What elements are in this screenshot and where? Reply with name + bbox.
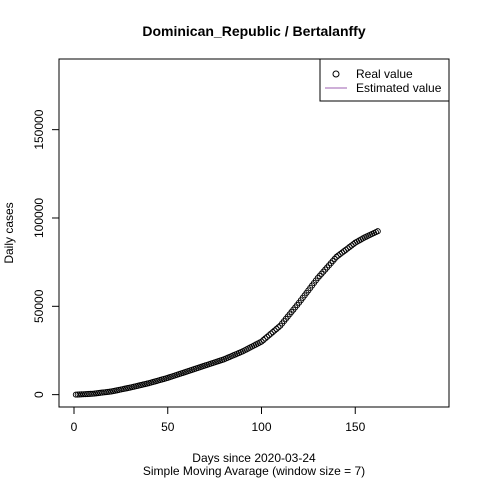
legend-estimated-value-label: Estimated value — [356, 81, 442, 95]
data-point — [265, 332, 273, 339]
x-axis-label: Days since 2020-03-24 — [192, 451, 316, 465]
data-point — [340, 248, 348, 255]
data-point — [273, 325, 280, 332]
data-point — [275, 324, 282, 331]
x-tick-label: 50 — [161, 420, 175, 434]
data-point — [271, 327, 278, 334]
y-tick-label: 150000 — [32, 109, 46, 149]
data-point — [374, 228, 381, 235]
data-point — [333, 253, 340, 260]
data-point — [269, 329, 276, 336]
data-point — [346, 243, 353, 251]
data-point — [262, 335, 269, 342]
x-tick-label: 0 — [71, 420, 78, 434]
y-tick-label: 0 — [32, 391, 46, 398]
y-tick-label: 100000 — [32, 198, 46, 238]
data-point — [342, 246, 349, 253]
data-point — [339, 249, 346, 256]
data-point — [258, 338, 265, 345]
legend-box — [319, 58, 450, 102]
y-axis-label: Daily cases — [2, 202, 16, 263]
x-tick-label: 100 — [251, 420, 271, 434]
data-point — [344, 245, 351, 252]
data-point — [264, 333, 271, 340]
x-axis: 0 50 100 150 — [71, 406, 366, 434]
chart-title: Dominican_Republic / Bertalanffy — [142, 23, 365, 39]
legend: Real value Estimated value — [319, 58, 450, 102]
data-point — [335, 252, 342, 259]
data-point — [260, 336, 267, 344]
legend-real-value-label: Real value — [356, 67, 413, 81]
data-point — [337, 250, 344, 258]
data-point — [348, 242, 355, 249]
x-tick-label: 150 — [345, 420, 365, 434]
legend-real-value-icon — [332, 70, 340, 78]
data-point — [267, 330, 274, 337]
data-point — [85, 390, 93, 397]
data-point — [87, 390, 94, 397]
x-axis-subtitle: Simple Moving Avarage (window size = 7) — [143, 464, 365, 478]
y-axis: 0 50000 100000 150000 — [32, 109, 60, 398]
y-tick-label: 50000 — [32, 289, 46, 323]
data-points — [72, 228, 381, 398]
